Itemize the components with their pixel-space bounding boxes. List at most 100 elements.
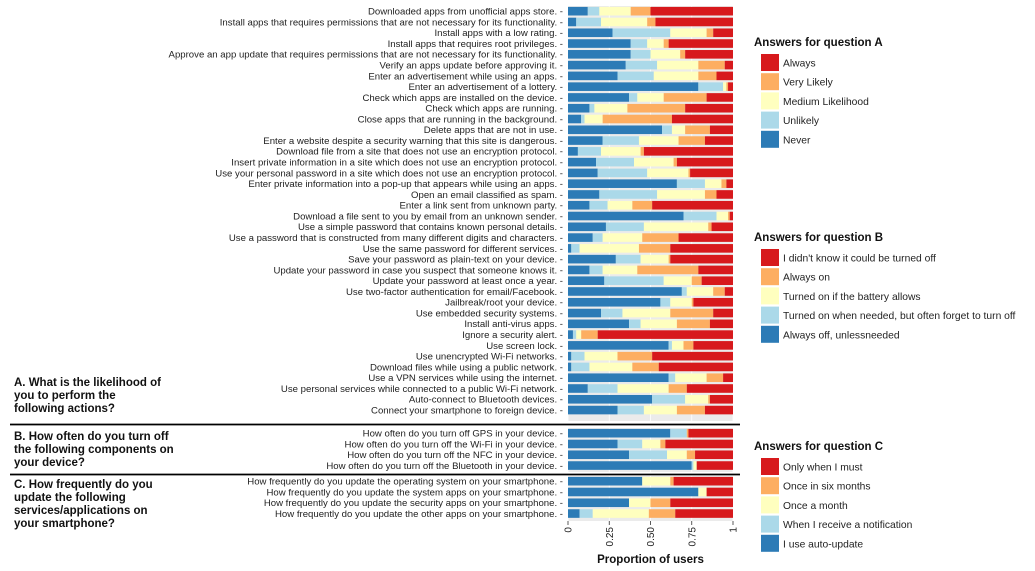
bar-segment <box>599 190 658 199</box>
row-label: Update your password at least once a yea… <box>373 276 563 287</box>
legend-label: Always <box>783 59 816 70</box>
bar-segment <box>568 297 661 307</box>
bar-segment <box>629 93 638 102</box>
bar-segment <box>726 179 733 188</box>
section-title: you to perform the <box>14 390 116 402</box>
bar-segment <box>602 265 638 275</box>
bar-segment <box>671 125 686 135</box>
bar-segment <box>568 487 699 497</box>
bar-segment <box>708 222 712 232</box>
bar-segment <box>568 82 699 91</box>
bar-segment <box>568 373 669 383</box>
bar-segment <box>604 276 664 285</box>
bar-segment <box>698 71 717 81</box>
row-label: How often do you turn off the Bluetooth … <box>326 461 563 472</box>
bar-segment <box>629 498 651 508</box>
bar-segment <box>670 476 674 486</box>
bar-segment <box>568 384 588 393</box>
legend-swatch <box>761 306 779 324</box>
bar-segment <box>657 190 705 199</box>
bar-segment <box>698 487 707 497</box>
bar-segment <box>568 200 590 210</box>
bar-segment <box>632 362 659 372</box>
row-label: Close apps that are running in the backg… <box>358 114 563 125</box>
bar-segment <box>686 384 733 393</box>
bar-segment <box>650 498 671 508</box>
bar-segment <box>584 114 603 124</box>
legend-label: Always off, unlessneeded <box>783 330 900 341</box>
bar-segment <box>640 319 677 329</box>
bar-segment <box>676 405 705 415</box>
bar-segment <box>704 405 733 415</box>
bar-segment <box>594 103 628 113</box>
bar-segment <box>706 373 724 383</box>
bar-segment <box>568 498 630 508</box>
bar-segment <box>605 222 644 232</box>
bar-segment <box>568 319 630 329</box>
bar-segment <box>634 157 674 167</box>
bar-segment <box>643 222 709 232</box>
bar-segment <box>568 17 577 27</box>
bar-segment <box>607 200 633 210</box>
row-label: Enter an advertisement of a lottery. - <box>409 82 563 93</box>
bar-segment <box>579 509 593 518</box>
legend-swatch <box>761 92 779 110</box>
bar-segment <box>629 450 667 460</box>
bar-segment <box>568 308 601 318</box>
bar-segment <box>638 136 679 145</box>
bar-segment <box>568 211 684 221</box>
bar-segment <box>601 308 623 318</box>
bar-segment <box>668 39 733 48</box>
bar-segment <box>686 428 689 438</box>
row-label: Use embedded security systems. - <box>416 308 563 319</box>
bar-segment <box>676 179 705 188</box>
bar-segment <box>652 200 733 210</box>
bar-segment <box>713 28 733 38</box>
row-label: Enter a link sent from unknown party. - <box>399 201 563 212</box>
row-label: Open an email classified as spam. - <box>411 190 563 201</box>
legend-label: Only when I must <box>783 463 863 474</box>
bar-segment <box>596 157 634 167</box>
bar-segment <box>568 190 600 199</box>
row-label: How frequently do you update the operati… <box>247 477 563 488</box>
bar-segment <box>602 114 672 124</box>
row-label: Use a password that is constructed from … <box>229 233 563 244</box>
bar-segment <box>665 439 733 449</box>
bar-segment <box>650 6 733 16</box>
bar-segment <box>643 405 677 415</box>
bar-segment <box>568 93 630 102</box>
row-label: Use a VPN services while using the inter… <box>368 373 563 384</box>
bar-segment <box>597 330 733 339</box>
row-label: How frequently do you update the securit… <box>264 498 563 509</box>
bar-segment <box>675 509 733 518</box>
bar-segment <box>704 179 722 188</box>
legend-swatch <box>761 268 779 286</box>
bar-segment <box>701 276 733 285</box>
legend-swatch <box>761 73 779 91</box>
bar-segment <box>576 330 582 339</box>
bar-segment <box>696 461 733 470</box>
bar-segment <box>685 103 733 113</box>
bar-segment <box>568 244 572 253</box>
bar-segment <box>647 168 689 178</box>
bar-segment <box>637 265 699 275</box>
bar-segment <box>698 60 725 70</box>
bar-segment <box>706 28 714 38</box>
row-label: Install apps with a low rating. - <box>434 28 563 39</box>
bar-segment <box>693 297 733 307</box>
legend-title: Answers for question A <box>754 37 883 49</box>
row-label: Connect your smartphone to foreign devic… <box>371 405 563 416</box>
bar-segment <box>693 341 733 350</box>
bar-segment <box>568 509 580 518</box>
legend-label: Turned on if the battery allows <box>783 292 921 303</box>
bar-segment <box>647 17 656 27</box>
bar-segment <box>630 39 648 48</box>
bar-segment <box>568 428 671 438</box>
bar-segment <box>709 319 733 329</box>
bar-segment <box>642 233 679 242</box>
bar-segment <box>629 319 641 329</box>
bar-segment <box>652 351 733 361</box>
bar-segment <box>568 461 692 470</box>
row-label: How frequently do you update the system … <box>266 487 563 498</box>
